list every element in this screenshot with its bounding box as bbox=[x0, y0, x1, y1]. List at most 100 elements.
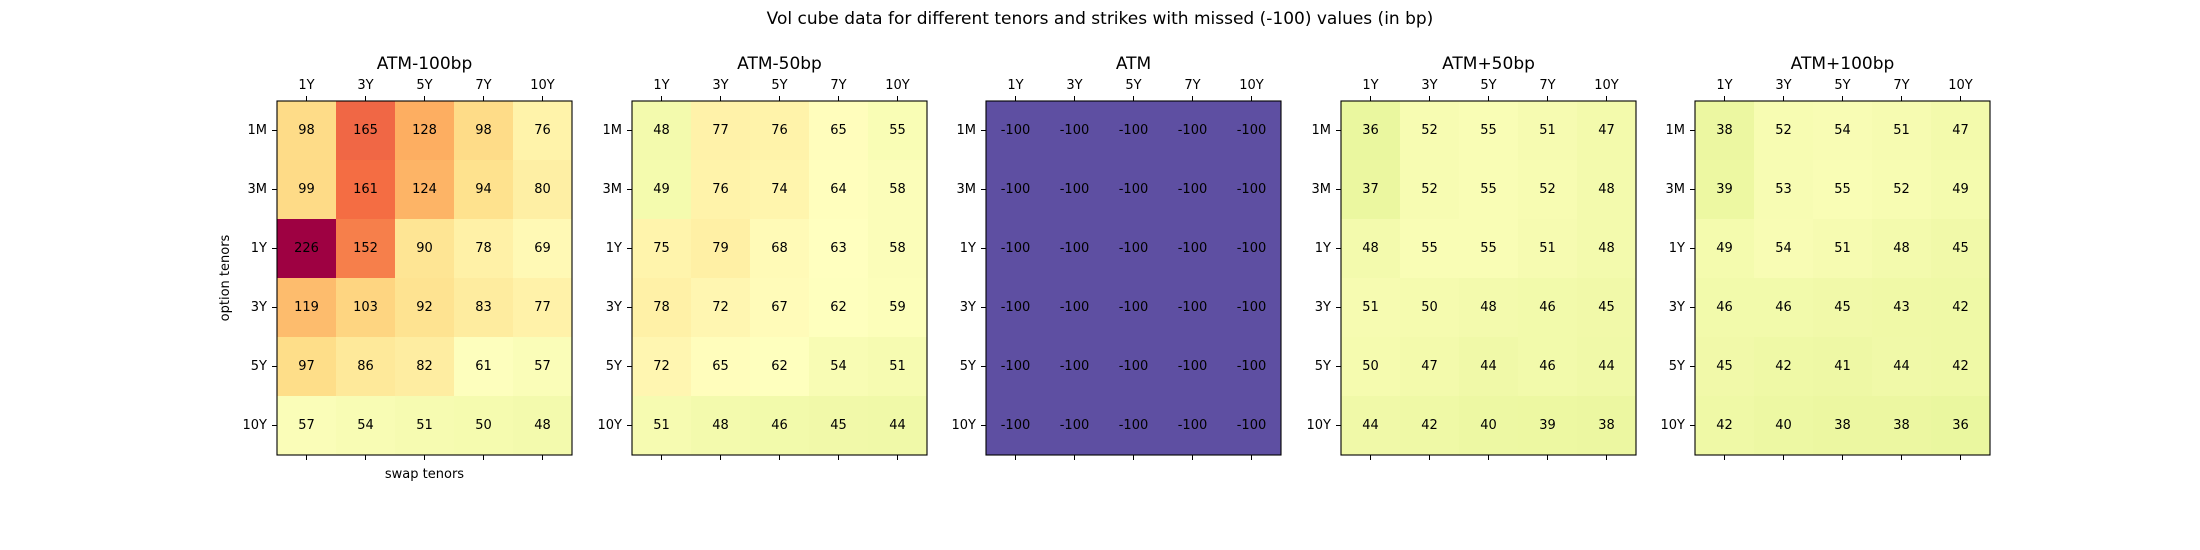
cell-value-label: -100 bbox=[1001, 182, 1031, 197]
heatmap-cell bbox=[1104, 219, 1163, 278]
heatmap-cell bbox=[513, 396, 572, 455]
heatmap-cell bbox=[336, 396, 395, 455]
cell-value-label: 55 bbox=[1480, 241, 1497, 256]
cell-value-label: 55 bbox=[1480, 123, 1497, 138]
x-tick-label: 1Y bbox=[653, 78, 669, 93]
cell-value-label: 48 bbox=[534, 418, 551, 433]
cell-value-label: 90 bbox=[416, 241, 433, 256]
heatmap-cell bbox=[1400, 219, 1459, 278]
cell-value-label: 51 bbox=[1834, 241, 1851, 256]
cell-value-label: 77 bbox=[712, 123, 729, 138]
heatmap-cell bbox=[986, 219, 1045, 278]
heatmap-cell bbox=[1341, 101, 1400, 160]
cell-value-label: -100 bbox=[1001, 359, 1031, 374]
heatmap-cell bbox=[1104, 396, 1163, 455]
cell-value-label: 67 bbox=[771, 300, 788, 315]
y-tick-label: 3M bbox=[1312, 182, 1332, 197]
heatmap-cell bbox=[1813, 219, 1872, 278]
heatmap-cell bbox=[868, 278, 927, 337]
cell-value-label: -100 bbox=[1001, 123, 1031, 138]
cell-value-label: -100 bbox=[1237, 300, 1267, 315]
x-tick-label: 7Y bbox=[1184, 78, 1200, 93]
cell-value-label: -100 bbox=[1178, 418, 1208, 433]
heatmap-cell bbox=[1695, 337, 1754, 396]
heatmap-cell bbox=[1754, 219, 1813, 278]
heatmap-cell bbox=[750, 278, 809, 337]
y-tick-label: 3M bbox=[248, 182, 268, 197]
cell-value-label: 41 bbox=[1834, 359, 1851, 374]
heatmap-cell bbox=[1518, 278, 1577, 337]
x-tick-label: 10Y bbox=[1948, 78, 1973, 93]
cell-value-label: -100 bbox=[1001, 418, 1031, 433]
heatmap-cell bbox=[277, 160, 336, 219]
heatmap-cell bbox=[1813, 101, 1872, 160]
heatmap-panel: ATM+50bp 36 52 55 51 47 37 52 55 52 48 48 55 55 51 48 51… bbox=[1307, 54, 1637, 460]
heatmap-cell bbox=[513, 278, 572, 337]
cell-value-label: 44 bbox=[1893, 359, 1910, 374]
cell-value-label: 62 bbox=[771, 359, 788, 374]
x-tick-label: 7Y bbox=[475, 78, 491, 93]
cell-value-label: 77 bbox=[534, 300, 551, 315]
heatmap-cell bbox=[336, 278, 395, 337]
heatmap-cell bbox=[1813, 337, 1872, 396]
heatmap-cell bbox=[986, 396, 1045, 455]
cell-value-label: 39 bbox=[1539, 418, 1556, 433]
cell-value-label: -100 bbox=[1178, 182, 1208, 197]
cell-value-label: 48 bbox=[1362, 241, 1379, 256]
cell-value-label: 92 bbox=[416, 300, 433, 315]
cell-value-label: 94 bbox=[475, 182, 492, 197]
x-tick-label: 3Y bbox=[1066, 78, 1082, 93]
y-tick-label: 10Y bbox=[598, 418, 623, 433]
x-tick-label: 3Y bbox=[1421, 78, 1437, 93]
cell-value-label: 69 bbox=[534, 241, 551, 256]
cell-value-label: 72 bbox=[653, 359, 670, 374]
heatmap-cell bbox=[691, 219, 750, 278]
cell-value-label: 45 bbox=[1834, 300, 1851, 315]
heatmap-cell bbox=[986, 278, 1045, 337]
x-tick-label: 3Y bbox=[712, 78, 728, 93]
heatmap-cell bbox=[1695, 101, 1754, 160]
y-tick-label: 5Y bbox=[1315, 359, 1331, 374]
cell-value-label: 128 bbox=[412, 123, 437, 138]
cell-value-label: 45 bbox=[830, 418, 847, 433]
heatmap-cell bbox=[1931, 337, 1990, 396]
heatmap-cell bbox=[1518, 219, 1577, 278]
y-tick-label: 3M bbox=[957, 182, 977, 197]
cell-value-label: 103 bbox=[353, 300, 378, 315]
heatmap-cell bbox=[1163, 101, 1222, 160]
cell-value-label: 52 bbox=[1893, 182, 1910, 197]
heatmap-cell bbox=[1222, 219, 1281, 278]
cell-value-label: 36 bbox=[1362, 123, 1379, 138]
heatmap-cell bbox=[1104, 160, 1163, 219]
y-tick-label: 5Y bbox=[251, 359, 267, 374]
cell-value-label: 51 bbox=[653, 418, 670, 433]
heatmap-cell bbox=[1459, 160, 1518, 219]
heatmap-cell bbox=[395, 219, 454, 278]
heatmap-cell bbox=[1400, 337, 1459, 396]
cell-value-label: 74 bbox=[771, 182, 788, 197]
cell-value-label: -100 bbox=[1119, 241, 1149, 256]
panel-title: ATM bbox=[1116, 54, 1151, 74]
cell-value-label: -100 bbox=[1060, 359, 1090, 374]
cell-value-label: 45 bbox=[1598, 300, 1615, 315]
heatmap-cell bbox=[454, 337, 513, 396]
cell-value-label: 48 bbox=[1893, 241, 1910, 256]
cell-value-label: 36 bbox=[1952, 418, 1969, 433]
heatmap-cell bbox=[1931, 396, 1990, 455]
heatmap-cell bbox=[1695, 396, 1754, 455]
cell-value-label: 42 bbox=[1952, 300, 1969, 315]
heatmap-panel: ATM -100 -100 -100 -100 -100 -100 -100 -100 -100 -… bbox=[952, 54, 1282, 460]
cell-value-label: 46 bbox=[771, 418, 788, 433]
heatmap-cell bbox=[1341, 160, 1400, 219]
cell-value-label: 44 bbox=[1480, 359, 1497, 374]
cell-value-label: 61 bbox=[475, 359, 492, 374]
cell-value-label: -100 bbox=[1060, 182, 1090, 197]
heatmap-panel: ATM-100bp 98 165 128 98 76 99 161 124 94 80 226 152 9… bbox=[218, 54, 573, 482]
heatmap-cell bbox=[809, 278, 868, 337]
heatmap-cell bbox=[336, 219, 395, 278]
cell-value-label: -100 bbox=[1119, 300, 1149, 315]
cell-value-label: 38 bbox=[1834, 418, 1851, 433]
heatmap-cell bbox=[277, 396, 336, 455]
x-tick-label: 5Y bbox=[416, 78, 432, 93]
y-tick-label: 3M bbox=[603, 182, 623, 197]
